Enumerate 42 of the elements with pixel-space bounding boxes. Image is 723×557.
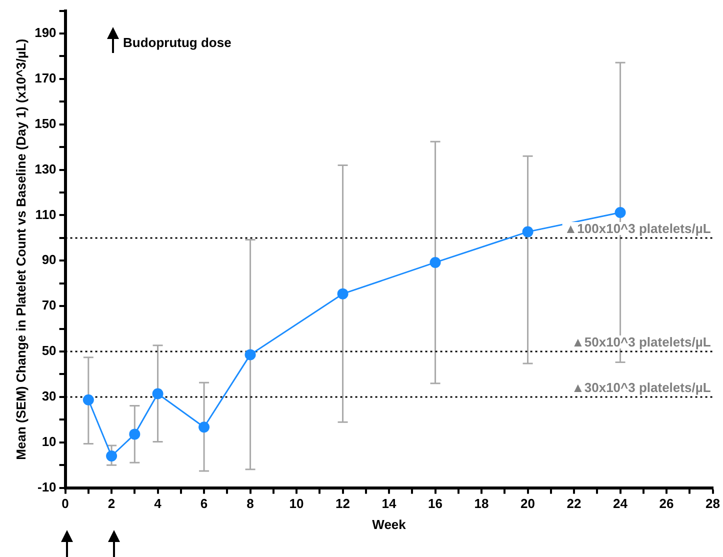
x-tick-label: 24 — [613, 496, 628, 512]
y-tick-label: 150 — [34, 116, 56, 131]
y-tick-label: 170 — [34, 70, 56, 86]
point — [614, 207, 626, 218]
x-axis-title: Week — [372, 516, 407, 532]
point — [152, 388, 164, 400]
x-tick-label: 16 — [428, 496, 443, 512]
point — [106, 450, 118, 462]
x-tick-label: 0 — [62, 496, 69, 512]
x-tick-label: 4 — [154, 496, 162, 512]
y-tick-label: 190 — [34, 25, 56, 40]
y-tick-label: 30 — [42, 388, 56, 404]
point — [244, 349, 256, 360]
point — [337, 288, 348, 300]
ref-line-label: ▲100x10^3 platelets/µL — [564, 221, 711, 236]
x-tick-label: 12 — [336, 496, 350, 512]
y-tick-label: 130 — [34, 161, 56, 176]
y-tick-label: 10 — [42, 434, 56, 449]
ref-line-label: ▲50x10^3 platelets/µL — [572, 334, 711, 350]
x-tick-label: 26 — [659, 496, 674, 512]
y-tick-label: 90 — [42, 252, 56, 268]
x-tick-label: 8 — [246, 496, 254, 512]
y-tick-label: -10 — [37, 479, 56, 494]
y-tick-label: 50 — [42, 343, 56, 358]
point — [430, 256, 441, 268]
ref-line-label: ▲30x10^3 platelets/µL — [572, 380, 711, 396]
x-tick-label: 6 — [200, 496, 208, 512]
x-tick-label: 10 — [289, 496, 304, 512]
y-tick-label: 70 — [42, 298, 56, 313]
point — [129, 428, 140, 440]
x-tick-label: 2 — [108, 496, 116, 512]
x-tick-label: 28 — [706, 496, 720, 512]
y-axis-title: Mean (SEM) Change in Platelet Count vs Baseline (Day 1) (x10^3/µL) — [13, 38, 28, 460]
annotation: Budoprutug dose — [123, 35, 232, 50]
x-tick-label: 22 — [566, 496, 582, 512]
point — [82, 394, 94, 406]
y-tick-label: 110 — [35, 206, 56, 222]
x-tick-label: 18 — [474, 496, 489, 512]
x-tick-label: 14 — [382, 496, 398, 512]
x-tick-label: 20 — [520, 496, 536, 512]
point — [522, 226, 534, 238]
point — [198, 422, 210, 433]
